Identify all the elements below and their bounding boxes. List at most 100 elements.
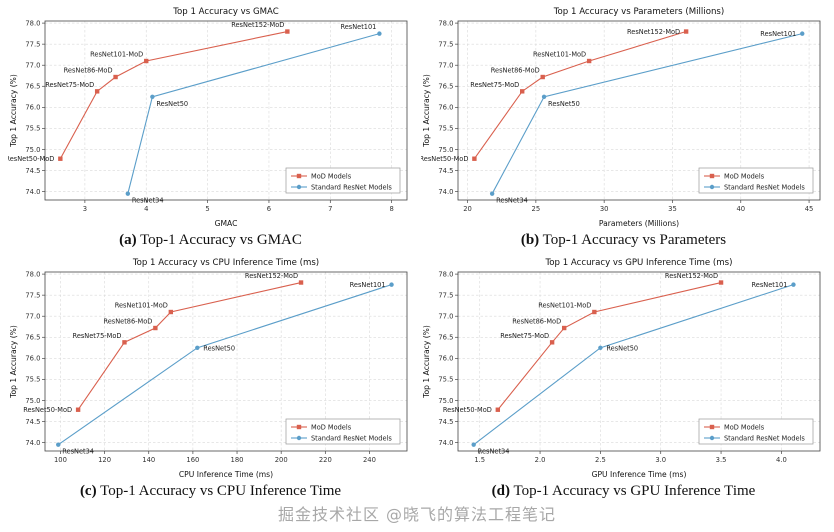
data-point-marker — [150, 94, 155, 100]
figure-grid: 3 4 5 6 7 8 74.0 74.5 75.0 75.5 76.0 76.5 77.0 77.5 78… — [8, 7, 826, 506]
x-tick-label: 2.0 — [535, 456, 546, 464]
data-point-marker — [791, 281, 796, 287]
x-tick-label: 30 — [600, 205, 609, 213]
caption-d-tag: (d) — [491, 482, 511, 499]
plot-border — [457, 271, 821, 451]
y-tick-label: 77.5 — [438, 291, 453, 299]
data-point-marker — [540, 74, 545, 80]
point-annotation: ResNet34 — [478, 447, 510, 455]
y-tick-label: 74.5 — [25, 417, 40, 425]
caption-a-text: Top-1 Accuracy vs GMAC — [140, 232, 302, 248]
chart-accuracy-vs-gpu-time: 1.5 2.0 2.5 3.0 3.5 4.0 74.0 74.5 75.0 75.5 76.0 76… — [421, 254, 826, 480]
point-annotation: ResNet75-MoD — [470, 81, 519, 89]
y-tick-label: 76.5 — [25, 83, 40, 91]
plot-border — [44, 271, 408, 451]
point-annotation: ResNet75-MoD — [45, 81, 94, 89]
y-tick-label: 77.0 — [438, 62, 453, 70]
legend-label: MoD Models — [724, 172, 765, 180]
data-point-marker — [718, 279, 724, 285]
y-tick-label: 76.0 — [438, 104, 453, 112]
legend: MoD Models Standard ResNet Models — [285, 418, 401, 444]
y-tick-label: 74.0 — [25, 188, 40, 196]
y-tick-label: 74.5 — [25, 167, 40, 175]
point-annotation: ResNet50 — [203, 344, 235, 352]
point-annotation: ResNet50-MoD — [23, 406, 72, 414]
tick-labels: 3 4 5 6 7 8 74.0 74.5 75.0 75.5 76.0 76.5 77.0 77.5 78… — [25, 19, 393, 213]
tick-labels: 1.5 2.0 2.5 3.0 3.5 4.0 74.0 74.5 75.0 75.5 76.0 76… — [438, 270, 786, 464]
caption-c: (c) Top-1 Accuracy vs CPU Inference Time — [8, 482, 413, 502]
point-annotation: ResNet86-MoD — [103, 317, 152, 325]
point-annotation: ResNet101 — [340, 23, 376, 31]
x-tick-label: 6 — [267, 205, 271, 213]
series-std: ResNet34 ResNet50 ResNet101 — [125, 23, 382, 205]
y-tick-label: 74.0 — [438, 438, 453, 446]
point-annotation: ResNet50-MoD — [443, 406, 492, 414]
panel-d: 1.5 2.0 2.5 3.0 3.5 4.0 74.0 74.5 75.0 75.5 76.0 76… — [421, 254, 826, 506]
x-tick-label: 3.0 — [655, 456, 666, 464]
x-tick-label: 140 — [142, 456, 155, 464]
x-tick-label: 3 — [83, 205, 87, 213]
data-point-marker — [683, 29, 689, 34]
legend: MoD Models Standard ResNet Models — [285, 167, 401, 194]
legend-marker — [296, 424, 302, 429]
chart-accuracy-vs-cpu-time: 100 120 140 160 180 200 220 240 74.0 74.5 75.0 75.5… — [8, 254, 413, 480]
x-tick-label: 200 — [275, 456, 288, 464]
series-mod: ResNet50-MoD ResNet75-MoD ResNet86-MoD ResN… — [23, 272, 304, 414]
chart-title: Top 1 Accuracy vs GMAC — [172, 7, 279, 17]
y-tick-label: 77.0 — [438, 312, 453, 320]
data-point-marker — [586, 58, 592, 64]
legend-marker — [296, 184, 302, 190]
data-point-marker — [377, 31, 382, 36]
y-tick-label: 78.0 — [25, 270, 40, 278]
y-axis-label: Top 1 Accuracy (%) — [9, 325, 18, 399]
y-tick-label: 78.0 — [25, 19, 40, 27]
gridlines — [45, 21, 407, 200]
caption-c-text: Top-1 Accuracy vs CPU Inference Time — [100, 482, 342, 499]
y-tick-label: 76.0 — [25, 354, 40, 362]
point-annotation: ResNet101 — [350, 281, 386, 289]
y-tick-label: 77.0 — [25, 312, 40, 320]
point-annotation: ResNet101-MoD — [115, 301, 168, 309]
caption-d: (d) Top-1 Accuracy vs GPU Inference Time — [421, 482, 826, 502]
legend-marker — [709, 435, 715, 440]
y-tick-label: 76.0 — [25, 104, 40, 112]
point-annotation: ResNet101-MoD — [538, 301, 591, 309]
x-tick-label: 1.5 — [474, 456, 485, 464]
data-point-marker — [168, 309, 174, 314]
point-annotation: ResNet86-MoD — [491, 67, 540, 75]
x-tick-label: 25 — [532, 205, 541, 213]
data-point-marker — [561, 325, 567, 330]
x-tick-label: 3.5 — [716, 456, 727, 464]
y-tick-label: 77.5 — [438, 40, 453, 48]
series-mod: ResNet50-MoD ResNet75-MoD ResNet86-MoD ResN… — [8, 21, 290, 163]
caption-b-text: Top-1 Accuracy vs Parameters — [542, 232, 727, 248]
data-point-marker — [520, 89, 525, 94]
y-tick-label: 76.5 — [438, 83, 453, 91]
data-point-marker — [598, 345, 603, 350]
point-annotation: ResNet152-MoD — [245, 272, 298, 280]
y-tick-label: 76.5 — [25, 333, 40, 341]
legend-label: Standard ResNet Models — [724, 183, 805, 191]
plot-border — [44, 20, 408, 201]
y-axis-label: Top 1 Accuracy (%) — [422, 74, 431, 148]
legend-label: Standard ResNet Models — [724, 434, 805, 442]
point-annotation: ResNet50-MoD — [8, 155, 54, 163]
series-mod: ResNet50-MoD ResNet75-MoD ResNet86-MoD ResN… — [421, 28, 689, 163]
point-annotation: ResNet152-MoD — [627, 28, 680, 36]
point-annotation: ResNet75-MoD — [73, 331, 122, 339]
x-tick-label: 160 — [186, 456, 199, 464]
chart-title: Top 1 Accuracy vs GPU Inference Time (ms… — [545, 258, 733, 268]
y-tick-label: 77.0 — [25, 62, 40, 70]
data-point-marker — [56, 441, 61, 447]
y-tick-label: 74.0 — [25, 438, 40, 446]
point-annotation: ResNet152-MoD — [231, 21, 284, 29]
data-point-marker — [94, 89, 100, 94]
x-tick-label: 35 — [668, 205, 677, 213]
legend: MoD Models Standard ResNet Models — [698, 418, 814, 444]
y-tick-label: 76.5 — [438, 333, 453, 341]
data-point-marker — [195, 345, 200, 350]
y-tick-label: 74.5 — [438, 417, 453, 425]
x-tick-label: 8 — [389, 205, 393, 213]
point-annotation: ResNet75-MoD — [500, 331, 549, 339]
x-tick-label: 7 — [328, 205, 332, 213]
